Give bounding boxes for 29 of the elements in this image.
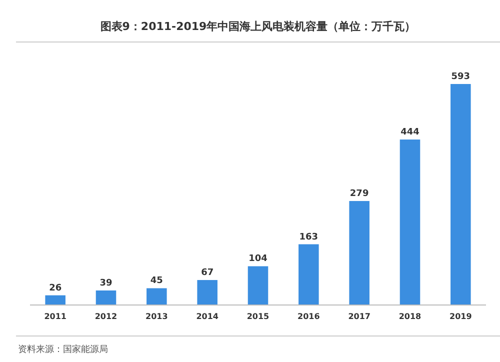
chart-title: 图表9：2011-2019年中国海上风电装机容量（单位：万千瓦） xyxy=(100,20,416,33)
bar xyxy=(349,201,370,305)
bar xyxy=(298,244,319,305)
bar xyxy=(450,84,471,305)
x-tick-label: 2015 xyxy=(246,312,270,321)
data-label: 279 xyxy=(350,189,369,200)
data-label: 67 xyxy=(201,268,214,278)
bar xyxy=(400,140,420,305)
data-label: 163 xyxy=(299,232,318,242)
data-label: 593 xyxy=(451,72,470,82)
x-tick-label: 2013 xyxy=(146,312,168,321)
x-tick-label: 2019 xyxy=(450,312,472,321)
bar xyxy=(197,280,218,305)
x-tick-label: 2018 xyxy=(398,312,422,321)
data-label: 39 xyxy=(100,278,112,288)
bar xyxy=(146,288,167,305)
data-label: 444 xyxy=(400,128,420,138)
data-label: 26 xyxy=(49,283,62,294)
data-label: 45 xyxy=(150,276,163,286)
x-tick-label: 2017 xyxy=(348,312,370,321)
x-tick-label: 2012 xyxy=(94,312,118,321)
bar xyxy=(45,295,66,305)
x-tick-label: 2016 xyxy=(298,312,320,321)
bar xyxy=(248,266,268,305)
bar xyxy=(96,290,116,305)
x-tick-label: 2011 xyxy=(44,312,67,321)
x-tick-label: 2014 xyxy=(196,312,219,321)
data-label: 104 xyxy=(248,254,268,264)
text: 资料来源：国家能源局 xyxy=(18,344,108,355)
